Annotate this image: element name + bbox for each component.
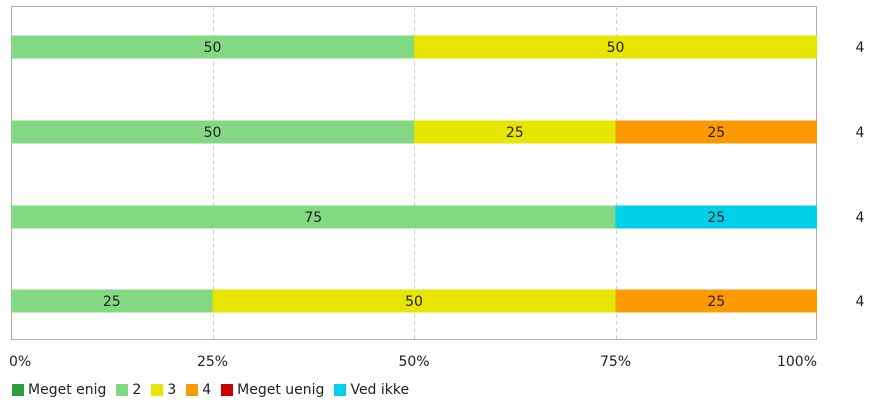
- data-label: 50: [607, 40, 625, 56]
- data-label: 50: [405, 294, 423, 310]
- legend-label: Meget uenig: [237, 382, 325, 398]
- legend-label: 3: [167, 382, 177, 398]
- legend-item: Meget enig: [12, 382, 106, 398]
- row-total: 4: [856, 125, 865, 141]
- data-label: 25: [707, 294, 725, 310]
- row-total: 4: [856, 294, 865, 310]
- legend-item: Meget uenig: [221, 382, 324, 398]
- bar-segment: [615, 289, 817, 313]
- data-label: 25: [506, 125, 524, 141]
- x-tick-label: 0%: [9, 354, 31, 370]
- data-label: 25: [707, 125, 725, 141]
- legend-swatch: [186, 384, 199, 396]
- data-label: 25: [707, 210, 725, 226]
- data-label: 50: [204, 125, 222, 141]
- bar-segment: [11, 289, 213, 313]
- legend-label: 4: [202, 382, 212, 398]
- x-tick-label: 50%: [398, 354, 429, 370]
- bar-segment: [615, 205, 817, 229]
- legend-swatch: [221, 384, 234, 396]
- legend-swatch: [12, 384, 24, 396]
- bar-segment: [212, 289, 616, 313]
- legend-label: 2: [132, 382, 142, 398]
- legend-item: 3: [151, 382, 176, 398]
- bar-segment: [414, 120, 616, 144]
- chart-legend: Meget enig 2 3 4 Meget uenig Ved ikke: [12, 382, 419, 398]
- x-tick-label: 100%: [777, 354, 817, 370]
- legend-swatch: [334, 384, 347, 396]
- row-total: 4: [856, 210, 865, 226]
- bar-segment: [11, 205, 616, 229]
- legend-label: Meget enig: [28, 382, 107, 398]
- data-label: 75: [304, 210, 322, 226]
- legend-item: Ved ikke: [334, 382, 409, 398]
- legend-label: Ved ikke: [350, 382, 410, 398]
- data-label: 25: [103, 294, 121, 310]
- x-tick-label: 75%: [600, 354, 631, 370]
- legend-swatch: [116, 384, 129, 396]
- legend-item: 2: [116, 382, 141, 398]
- bar-segment: [414, 35, 817, 59]
- bar-segment: [11, 120, 414, 144]
- x-tick-label: 25%: [197, 354, 228, 370]
- row-total: 4: [856, 40, 865, 56]
- legend-item: 4: [186, 382, 211, 398]
- data-label: 50: [204, 40, 222, 56]
- legend-swatch: [151, 384, 164, 396]
- stacked-bar-chart: 50 50 4 50 25 25 4 75 25 4 25 50 25 4 0% 25% 50% 75% 100%: [9, 6, 865, 370]
- bar-segment: [11, 35, 414, 59]
- bar-segment: [615, 120, 817, 144]
